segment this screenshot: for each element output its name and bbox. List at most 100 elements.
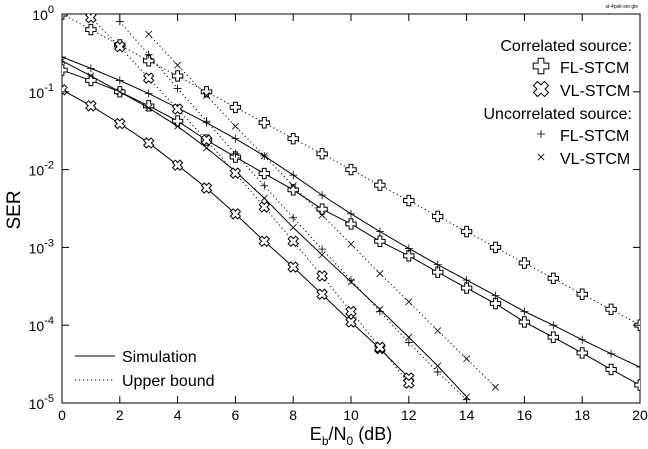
y-tick-base: 10: [32, 7, 48, 23]
data-marker: [203, 144, 210, 152]
data-marker: [289, 213, 298, 222]
legend-group-title: Correlated source:: [500, 38, 632, 55]
x-tick-label: 12: [401, 407, 417, 423]
data-marker: [258, 201, 271, 213]
data-marker: [547, 272, 559, 285]
data-marker: [231, 134, 240, 143]
y-tick-label: 10-2: [29, 160, 54, 179]
data-marker: [142, 137, 155, 149]
data-marker: [489, 297, 502, 310]
legend-label: VL-STCM: [560, 83, 630, 100]
x-axis-label: Eb/N0 (dB): [310, 424, 392, 448]
data-marker: [491, 291, 500, 300]
data-marker: [145, 104, 153, 112]
data-marker: [576, 347, 588, 359]
data-marker: [260, 152, 268, 160]
x-tick-label: 6: [232, 407, 240, 423]
data-marker: [607, 349, 616, 358]
x-label-part: /N: [329, 424, 347, 444]
data-marker: [520, 307, 529, 316]
data-marker: [318, 245, 327, 254]
data-marker: [374, 179, 386, 191]
y-tick-label: 10-1: [29, 82, 54, 101]
corner-note: st-4psk-ser.gle: [605, 4, 638, 10]
x-tick-label: 4: [174, 407, 182, 423]
data-marker: [258, 117, 270, 129]
data-marker: [489, 241, 502, 254]
data-marker: [171, 70, 184, 82]
data-marker: [605, 303, 617, 316]
y-tick-exponent: 0: [48, 4, 54, 16]
data-marker: [171, 103, 184, 115]
y-tick-label: 10-3: [29, 237, 54, 256]
x-label-subscript: 0: [347, 434, 354, 448]
legend-marker: [537, 153, 545, 161]
data-marker: [173, 84, 182, 93]
legend-group-title: Uncorrelated source:: [483, 106, 632, 123]
x-tick-label: 20: [632, 407, 648, 423]
data-marker: [174, 122, 182, 130]
data-marker: [576, 288, 588, 300]
data-marker: [403, 377, 415, 389]
y-tick-label: 10-5: [29, 393, 54, 412]
x-label-subscript: b: [322, 434, 329, 448]
data-marker: [345, 316, 357, 328]
data-marker: [460, 282, 473, 294]
y-tick-exponent: -5: [44, 393, 54, 405]
data-marker: [200, 182, 213, 194]
data-marker: [62, 57, 66, 65]
data-marker: [316, 148, 328, 160]
data-marker: [547, 331, 559, 343]
y-tick-base: 10: [29, 85, 45, 101]
x-label-part: (dB): [353, 424, 392, 444]
data-marker: [403, 194, 415, 207]
data-marker: [229, 208, 242, 220]
data-marker: [374, 235, 386, 247]
data-marker: [289, 171, 298, 180]
data-marker: [318, 191, 327, 200]
data-marker: [432, 266, 444, 278]
x-label-part: E: [310, 424, 322, 444]
data-marker: [636, 363, 640, 372]
x-tick-label: 14: [459, 407, 475, 423]
plot-frame: [61, 13, 641, 404]
data-marker: [434, 362, 442, 370]
data-marker: [86, 64, 95, 73]
data-marker: [347, 240, 355, 248]
data-marker: [203, 91, 210, 99]
data-marker: [85, 74, 97, 87]
data-marker: [200, 134, 213, 146]
data-marker: [374, 341, 386, 354]
y-tick-exponent: -1: [44, 82, 54, 94]
x-tick-label: 0: [58, 407, 66, 423]
data-marker: [171, 115, 184, 127]
data-marker: [145, 30, 153, 38]
series-line: [62, 89, 410, 379]
data-marker: [518, 316, 531, 328]
x-tick-label: 8: [289, 407, 297, 423]
x-tick-label: 16: [517, 407, 533, 423]
legend-label: VL-STCM: [560, 151, 630, 168]
data-marker: [518, 257, 531, 269]
data-marker: [433, 368, 442, 377]
data-marker: [62, 53, 66, 62]
y-tick-exponent: -3: [44, 237, 54, 249]
data-marker: [116, 88, 124, 96]
data-marker: [432, 210, 444, 223]
y-tick-base: 10: [29, 240, 45, 256]
y-tick-exponent: -2: [44, 160, 54, 172]
data-marker: [463, 355, 471, 363]
data-marker: [260, 181, 269, 190]
data-marker: [258, 167, 270, 180]
data-marker: [375, 227, 384, 236]
data-marker: [114, 40, 126, 53]
data-marker: [347, 276, 355, 285]
data-marker: [345, 218, 357, 230]
data-marker: [404, 338, 413, 347]
data-marker: [605, 363, 617, 376]
data-marker: [316, 270, 328, 282]
x-tick-label: 18: [574, 407, 590, 423]
data-marker: [229, 167, 242, 179]
data-marker: [462, 276, 471, 285]
series-line: [90, 17, 410, 384]
